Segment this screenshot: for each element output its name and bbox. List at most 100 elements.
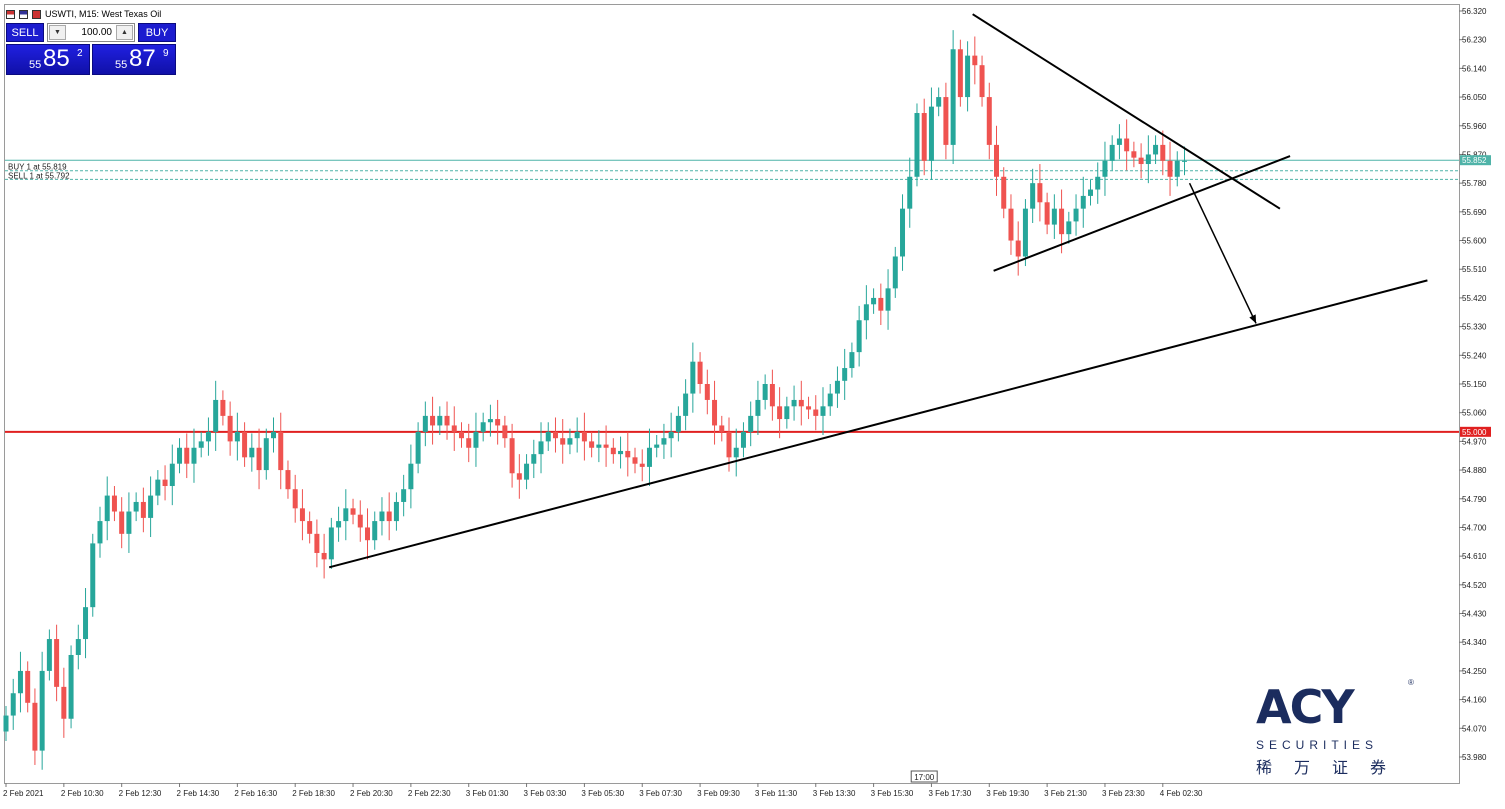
candle-body [1059,208,1065,235]
candle-body [249,447,255,458]
candle-body [205,431,211,442]
candle-body [813,409,819,416]
trendline [993,155,1291,272]
candle-body [321,552,327,560]
candle-body [545,431,551,442]
candle-body [1030,183,1036,209]
time-marker-tag [910,770,938,783]
time-tick-label: 3 Feb 07:30 [639,789,682,798]
candle-body [827,393,833,407]
trendline-drawings[interactable] [328,13,1428,569]
candle-body [1051,208,1057,225]
buy-button[interactable]: BUY [138,23,176,42]
candle-body [798,399,804,407]
time-tick-label: 2 Feb 2021 [3,789,44,798]
candle-body [972,55,978,66]
candle-body [328,527,334,560]
candle-body [256,447,262,471]
candle-body [234,431,240,442]
price-tick-label: 56.320 [1462,7,1487,16]
candle-body [900,208,906,257]
time-tick-label: 3 Feb 11:30 [755,789,798,798]
candle-body [1181,160,1187,162]
sell-price-point: 2 [77,48,83,59]
candle-body [957,49,963,98]
price-tick-label: 54.430 [1462,610,1487,619]
candle-body [451,425,457,432]
candle-body [148,495,154,518]
candle-body [104,495,110,522]
sell-price-quote[interactable]: 55 85 2 [6,44,90,75]
candle-body [704,384,710,400]
candle-body [1037,183,1043,203]
candle-body [422,415,428,432]
time-tick-label: 3 Feb 05:30 [581,789,624,798]
candle-body [574,431,580,439]
candle-body [32,702,38,751]
candle-body [25,670,31,703]
time-tick-label: 2 Feb 22:30 [408,789,451,798]
candle-body [950,49,956,145]
price-tick-label: 56.230 [1462,36,1487,45]
candle-body [3,715,9,732]
candle-body [1160,144,1166,161]
candle-body [994,144,1000,177]
candle-body [531,454,537,464]
candle-body [552,431,558,439]
projection-arrow [1188,182,1257,324]
candle-body [907,176,913,209]
candle-body [892,256,898,289]
candle-body [784,406,790,420]
candle-body [437,415,443,426]
buy-price-point: 9 [163,48,169,59]
candle-body [480,422,486,432]
candle-body [639,463,645,467]
candle-body [1088,189,1093,196]
candle-body [473,431,479,448]
candle-body [560,438,566,445]
buy-price-prefix: 55 [115,59,128,71]
lot-decrease-button[interactable]: ▼ [49,25,66,40]
candle-body [524,463,530,480]
candle-body [1138,157,1144,165]
candle-body [1001,176,1007,209]
candle-body [1080,195,1086,209]
level-price-tag [1460,426,1491,437]
time-tick-label: 3 Feb 19:30 [986,789,1029,798]
candle-body [39,670,45,751]
candle-body [1167,160,1173,177]
candle-body [278,431,284,471]
candle-body [111,495,117,512]
candle-body [914,113,920,177]
chart-title: USWTI, M15: West Texas Oil [45,9,162,19]
current-price-label: 55.852 [1462,156,1487,165]
candle-body [430,415,436,426]
logo-wordmark: ACY [1256,680,1355,734]
candle-body [1066,221,1072,235]
candle-body [379,511,385,522]
time-tick-label: 2 Feb 12:30 [119,789,162,798]
price-tick-label: 54.160 [1462,696,1487,705]
candle-body [1153,144,1159,155]
buy-price-quote[interactable]: 55 87 9 [92,44,176,75]
time-tick-label: 4 Feb 02:30 [1160,789,1203,798]
candle-body [198,441,204,448]
price-tick-label: 55.870 [1462,150,1487,159]
lot-increase-button[interactable]: ▲ [116,25,133,40]
candle-body [791,399,797,407]
time-tick-label: 3 Feb 23:30 [1102,789,1145,798]
candle-body [458,431,464,439]
sell-button[interactable]: SELL [6,23,44,42]
candle-body [97,521,103,544]
candle-body [871,297,877,305]
candle-body [675,415,681,432]
price-tick-label: 55.690 [1462,208,1487,217]
price-tick-label: 54.880 [1462,466,1487,475]
price-tick-label: 56.050 [1462,93,1487,102]
chart-window-icon [6,9,15,19]
candle-body [762,384,768,400]
lot-size-input[interactable] [68,25,114,40]
candle-body [668,431,674,439]
registered-mark: ® [1408,678,1414,687]
